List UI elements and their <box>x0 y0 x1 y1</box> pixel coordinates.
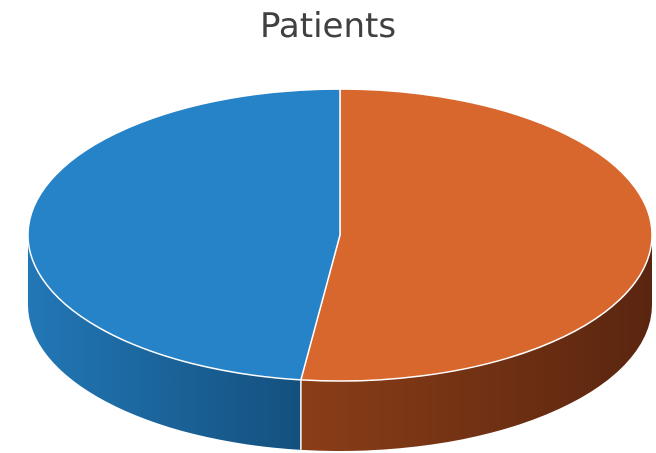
pie-slice-side-1 <box>300 235 652 451</box>
pie-slice-1 <box>300 88 653 382</box>
pie-slice-side-2 <box>28 235 301 450</box>
chart-title: Patients <box>259 6 397 46</box>
pie-slice-2 <box>27 88 341 381</box>
